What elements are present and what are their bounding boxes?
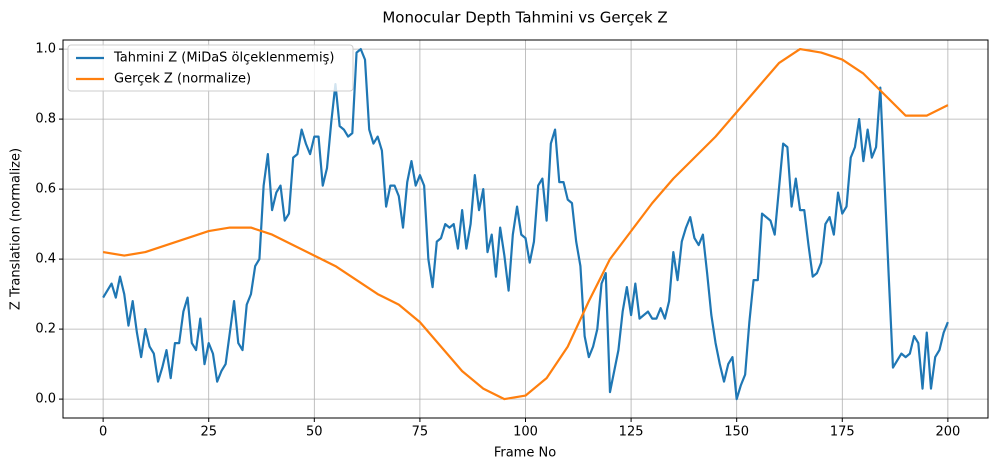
x-tick-label: 50 bbox=[306, 425, 323, 440]
y-tick-label: 0.8 bbox=[35, 112, 56, 127]
legend: Tahmini Z (MiDaS ölçeklenmemiş) Gerçek Z … bbox=[67, 44, 354, 92]
y-tick-label: 0.6 bbox=[35, 182, 56, 197]
y-tick-label: 0.0 bbox=[35, 392, 56, 407]
x-axis-label: Frame No bbox=[494, 446, 556, 461]
y-tick-label: 1.0 bbox=[35, 42, 56, 57]
plot-frame bbox=[62, 39, 989, 419]
x-tick-label: 0 bbox=[99, 425, 107, 440]
y-tick-label: 0.2 bbox=[35, 322, 56, 337]
x-tick-label: 175 bbox=[830, 425, 855, 440]
x-tick-label: 75 bbox=[412, 425, 429, 440]
x-tick-label: 200 bbox=[935, 425, 960, 440]
y-axis-label: Z Translation (normalize) bbox=[9, 148, 24, 310]
data-line bbox=[102, 48, 949, 401]
x-tick-label: 150 bbox=[724, 425, 749, 440]
legend-label: Tahmini Z (MiDaS ölçeklenmemiş) bbox=[113, 51, 334, 66]
legend-box bbox=[67, 44, 354, 92]
x-tick-label: 100 bbox=[513, 425, 538, 440]
x-tick-label: 125 bbox=[619, 425, 644, 440]
data-line bbox=[102, 48, 949, 401]
x-tick-label: 25 bbox=[200, 425, 217, 440]
y-tick-label: 0.4 bbox=[35, 252, 56, 267]
legend-label: Gerçek Z (normalize) bbox=[114, 72, 251, 87]
chart-title: Monocular Depth Tahmini vs Gerçek Z bbox=[382, 9, 667, 27]
